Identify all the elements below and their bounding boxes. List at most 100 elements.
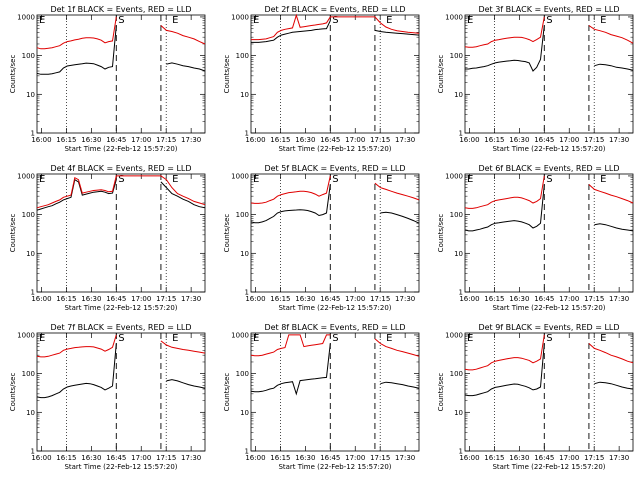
panel-title: Det 7f BLACK = Events, RED = LLD [50,323,191,332]
panel-9: Det 9f BLACK = Events, RED = LLD 1 10 100 10… [437,323,634,471]
x-tick-label: 16:15 [270,295,290,303]
x-tick-label: 16:30 [81,136,101,144]
marker-label-start: S [546,15,552,26]
marker-label-end: E [467,174,473,185]
plot-frame [250,173,420,293]
y-tick-label: 100 [236,211,249,219]
panel-title: Det 6f BLACK = Events, RED = LLD [478,164,619,173]
panel-title: Det 5f BLACK = Events, RED = LLD [264,164,405,173]
x-axis-label: Start Time (22-Feb-12 15:57:20) [492,463,605,471]
x-tick-label: 16:45 [106,454,126,462]
x-tick-label: 17:00 [345,136,365,144]
x-tick-label: 17:30 [395,136,415,144]
panel-7: Det 7f BLACK = Events, RED = LLD 1 10 100 10… [9,323,206,471]
marker-label-end: E [39,174,45,185]
y-tick-label: 100 [236,52,249,60]
x-axis-label: Start Time (22-Feb-12 15:57:20) [64,463,177,471]
plot-frame [464,332,634,452]
x-tick-label: 17:30 [181,454,201,462]
plot-frame [250,332,420,452]
x-tick-label: 16:00 [459,136,479,144]
x-axis-label: Start Time (22-Feb-12 15:57:20) [278,145,391,153]
x-tick-label: 17:00 [559,454,579,462]
x-tick-label: 16:30 [295,454,315,462]
marker-label-end: E [172,15,178,26]
y-axis-label: Counts/sec [223,214,231,253]
marker-label-end: E [39,15,45,26]
y-axis-label: Counts/sec [223,373,231,412]
panel-1: Det 1f BLACK = Events, RED = LLD 1 10 100 10… [9,5,206,153]
panel-6: Det 6f BLACK = Events, RED = LLD 1 10 100 10… [437,164,634,312]
y-tick-label: 1 [31,448,35,456]
y-axis-label: Counts/sec [9,55,17,94]
x-tick-label: 16:15 [484,454,504,462]
x-tick-label: 16:15 [56,136,76,144]
plot-frame [36,173,206,293]
marker-label-end: E [253,174,259,185]
x-tick-label: 16:00 [31,136,51,144]
y-tick-label: 1000 [17,13,35,21]
y-tick-label: 10 [454,250,463,258]
x-tick-label: 16:00 [245,295,265,303]
x-tick-label: 16:00 [459,295,479,303]
x-tick-label: 17:00 [345,295,365,303]
marker-label-end: E [386,174,392,185]
y-tick-label: 1 [459,448,463,456]
y-tick-label: 10 [26,91,35,99]
series-lld [36,334,206,358]
x-tick-label: 16:15 [270,136,290,144]
marker-label-start: S [118,333,124,344]
y-tick-label: 1 [245,448,249,456]
y-tick-label: 1000 [231,331,249,339]
panel-2: Det 2f BLACK = Events, RED = LLD 1 10 100 10… [223,5,420,153]
y-tick-label: 1000 [445,13,463,21]
x-tick-label: 16:30 [295,136,315,144]
x-tick-label: 17:30 [609,136,629,144]
y-tick-label: 10 [454,91,463,99]
x-tick-label: 17:15 [584,454,604,462]
x-tick-label: 16:45 [320,136,340,144]
marker-label-end: E [253,333,259,344]
panel-title: Det 4f BLACK = Events, RED = LLD [50,164,191,173]
series-lld [250,175,420,204]
series-events [250,343,420,396]
x-tick-label: 17:00 [559,136,579,144]
y-tick-label: 1 [459,130,463,138]
y-tick-label: 1 [245,130,249,138]
y-tick-label: 10 [454,409,463,417]
marker-label-end: E [172,333,178,344]
x-axis-label: Start Time (22-Feb-12 15:57:20) [278,463,391,471]
series-lld [36,16,206,50]
y-tick-label: 100 [450,52,463,60]
y-tick-label: 1000 [17,172,35,180]
marker-label-end: E [467,333,473,344]
x-tick-label: 16:00 [245,454,265,462]
x-tick-label: 17:00 [559,295,579,303]
series-events [464,343,634,397]
x-tick-label: 16:45 [106,136,126,144]
y-tick-label: 1000 [17,331,35,339]
y-tick-label: 10 [26,250,35,258]
marker-label-start: S [332,15,338,26]
x-axis-label: Start Time (22-Feb-12 15:57:20) [278,304,391,312]
series-lld [464,175,634,209]
y-tick-label: 10 [240,409,249,417]
x-tick-label: 16:45 [320,454,340,462]
x-tick-label: 16:15 [56,454,76,462]
x-tick-label: 16:30 [509,295,529,303]
y-tick-label: 1 [31,289,35,297]
y-tick-label: 10 [26,409,35,417]
x-tick-label: 17:00 [131,454,151,462]
y-tick-label: 100 [22,52,35,60]
marker-label-end: E [467,15,473,26]
plot-frame [464,173,634,293]
x-tick-label: 16:45 [534,295,554,303]
panel-4: Det 4f BLACK = Events, RED = LLD 1 10 100 10… [9,164,206,312]
x-tick-label: 16:15 [484,295,504,303]
panel-5: Det 5f BLACK = Events, RED = LLD 1 10 100 10… [223,164,420,312]
x-tick-label: 17:00 [345,454,365,462]
x-tick-label: 16:15 [484,136,504,144]
x-tick-label: 17:15 [156,295,176,303]
marker-label-start: S [332,174,338,185]
marker-label-end: E [600,15,606,26]
